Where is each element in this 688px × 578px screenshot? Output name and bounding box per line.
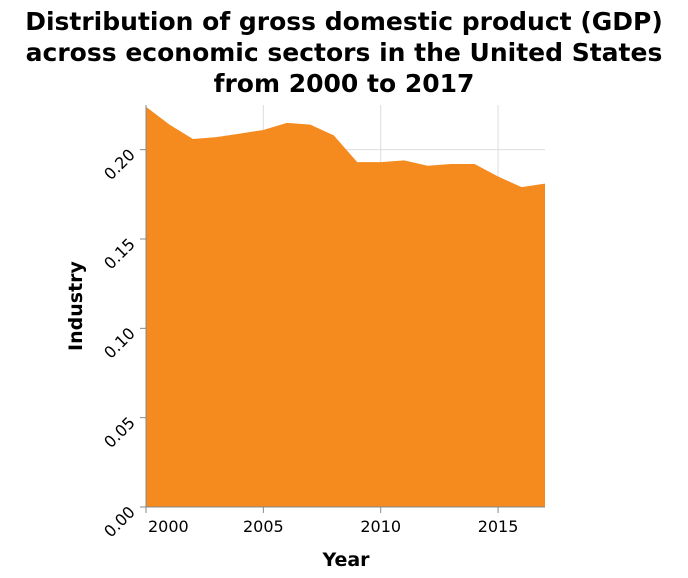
y-axis-title: Industry — [65, 260, 87, 350]
x-axis-title: Year — [321, 549, 370, 571]
x-tick-label: 2010 — [360, 517, 401, 536]
x-tick-label: 2015 — [478, 517, 519, 536]
y-tick-label: 0.15 — [100, 234, 139, 273]
y-tick-label: 0.10 — [100, 324, 139, 363]
plot-area — [146, 106, 545, 507]
x-tick-label: 2005 — [243, 517, 284, 536]
y-tick-label: 0.05 — [100, 413, 139, 452]
chart-title-line-2: across economic sectors in the United St… — [26, 38, 663, 67]
chart-title-line-1: Distribution of gross domestic product (… — [25, 7, 663, 36]
chart-title-line-3: from 2000 to 2017 — [214, 69, 475, 98]
x-tick-label: 2000 — [148, 517, 189, 536]
y-tick-label: 0.20 — [100, 145, 139, 184]
y-tick-label: 0.00 — [100, 502, 139, 541]
area-series — [146, 106, 545, 507]
